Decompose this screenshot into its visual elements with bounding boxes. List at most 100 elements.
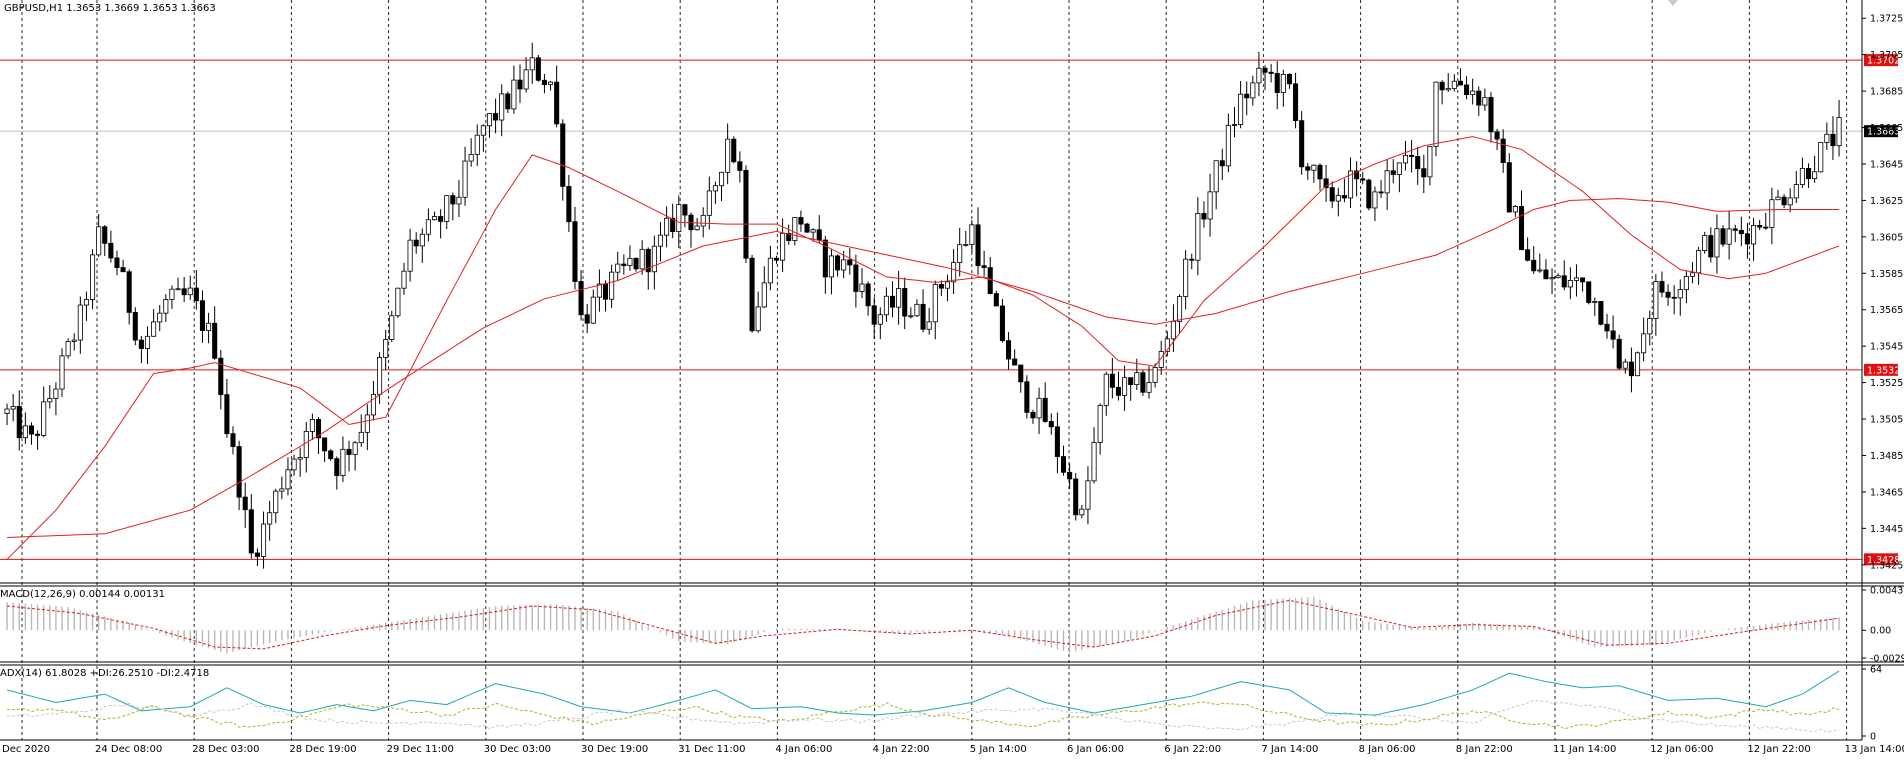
price-chart-title: GBPUSD,H1 1.3653 1.3669 1.3653 1.3663 <box>4 3 216 14</box>
candle-body <box>859 283 865 292</box>
price-axis-label: 1.3425 <box>1870 560 1903 571</box>
price-axis-label: 1.3685 <box>1870 87 1903 98</box>
candle-body <box>1641 333 1647 354</box>
candle-body <box>1225 125 1231 167</box>
candle-body <box>1561 275 1567 288</box>
candle-body <box>889 295 896 308</box>
candle-body <box>1616 338 1622 369</box>
candle-body <box>1543 269 1549 280</box>
candle-body <box>1079 508 1085 516</box>
fast-moving-average-line <box>6 136 1840 560</box>
candle-body <box>1054 426 1060 457</box>
candle-body <box>1830 133 1836 147</box>
candle-body <box>792 217 798 241</box>
candle-body <box>1097 404 1103 443</box>
candle-body <box>572 221 578 282</box>
candle-body <box>682 204 688 216</box>
candle-body <box>291 458 297 471</box>
candle-body <box>523 69 529 90</box>
time-axis-label: 7 Jan 14:00 <box>1261 744 1318 755</box>
candle-body <box>706 190 712 216</box>
candle-body <box>4 408 10 414</box>
candle-body <box>1787 197 1793 206</box>
candle-body <box>377 356 383 395</box>
candle-body <box>560 123 566 187</box>
candle-body <box>877 314 883 325</box>
candle-body <box>505 93 511 110</box>
macd-title: MACD(12,26,9) 0.00144 0.00131 <box>0 589 166 600</box>
candle-body <box>615 263 621 273</box>
candle-body <box>102 226 108 244</box>
candle-body <box>908 315 914 318</box>
candle-body <box>1274 73 1280 93</box>
candle-body <box>566 186 572 223</box>
candle-body <box>193 287 199 302</box>
candle-body <box>1103 373 1109 406</box>
candle-body <box>1286 73 1292 85</box>
candle-body <box>944 281 951 289</box>
candle-body <box>657 234 664 247</box>
candle-body <box>334 458 340 477</box>
candle-body <box>71 339 77 342</box>
candle-body <box>175 288 181 291</box>
candle-body <box>328 450 334 460</box>
candle-body <box>315 418 322 439</box>
candle-body <box>1708 235 1714 258</box>
candle-body <box>541 79 547 85</box>
candle-body <box>871 305 877 325</box>
candle-body <box>1244 93 1250 99</box>
candle-body <box>462 160 468 198</box>
candle-body <box>1464 84 1470 95</box>
candle-body <box>1751 225 1757 245</box>
time-axis-label: 28 Dec 03:00 <box>192 744 259 755</box>
candle-body <box>1518 206 1525 251</box>
candle-body <box>847 259 853 266</box>
candle-body <box>1030 411 1036 419</box>
candle-body <box>395 287 401 317</box>
candle-body <box>1549 277 1555 280</box>
candle-body <box>218 357 224 396</box>
price-axis-label: 1.3485 <box>1870 451 1903 462</box>
candle-body <box>1122 377 1128 396</box>
candle-body <box>1525 249 1531 261</box>
candle-body <box>633 257 639 270</box>
candle-body <box>1012 358 1018 366</box>
candle-body <box>1085 480 1091 510</box>
candle-body <box>535 57 541 81</box>
candle-body <box>584 314 590 324</box>
candle-body <box>1732 228 1738 231</box>
candle-body <box>1677 289 1683 299</box>
candle-body <box>1470 90 1476 95</box>
adx-title: ADX(14) 61.8028 +DI:26.2510 -DI:2.4718 <box>0 668 210 679</box>
candle-body <box>1323 178 1329 189</box>
candle-body <box>951 262 957 283</box>
candle-body <box>425 219 431 235</box>
candle-body <box>438 216 444 222</box>
candle-body <box>309 418 315 432</box>
price-axis-label: 1.3465 <box>1870 487 1903 498</box>
candle-body <box>1757 225 1763 228</box>
candle-body <box>1451 80 1457 89</box>
candle-body <box>969 224 975 245</box>
candle-body <box>1580 277 1586 283</box>
candle-body <box>1256 67 1262 84</box>
candle-body <box>1720 228 1726 245</box>
candle-body <box>755 306 761 332</box>
candle-body <box>1390 170 1396 175</box>
candle-body <box>1494 131 1500 140</box>
candle-body <box>419 233 425 247</box>
candle-body <box>10 405 16 410</box>
candle-body <box>1280 73 1286 93</box>
candle-body <box>1567 280 1573 288</box>
candle-body <box>1176 296 1183 322</box>
candle-body <box>499 93 505 121</box>
candle-body <box>83 299 89 306</box>
time-axis-label: 31 Dec 11:00 <box>678 744 745 755</box>
candle-body <box>126 271 132 313</box>
candle-body <box>896 288 902 308</box>
candle-body <box>1268 71 1274 74</box>
price-axis-label: 1.3585 <box>1870 269 1903 280</box>
candle-body <box>798 217 804 225</box>
candle-body <box>1305 166 1311 171</box>
